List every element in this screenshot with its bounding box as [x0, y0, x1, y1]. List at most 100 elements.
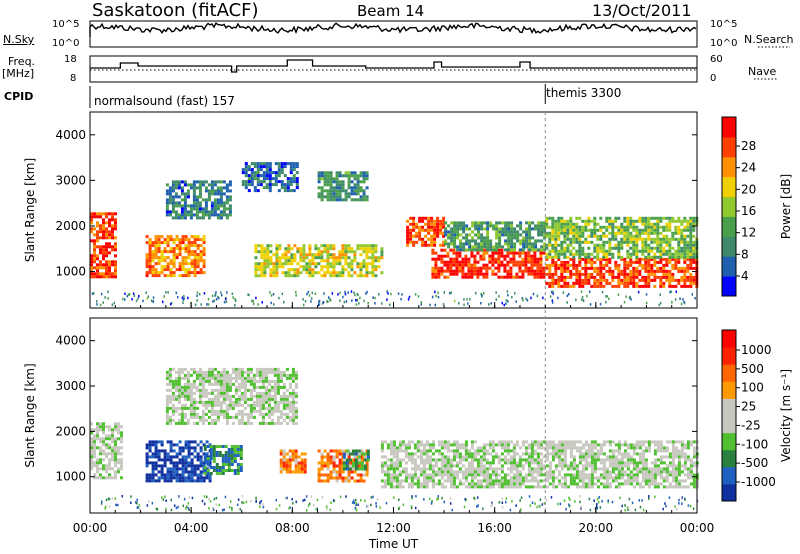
- data-cell: [102, 248, 105, 252]
- data-cell: [102, 212, 105, 216]
- data-cell: [202, 247, 206, 251]
- data-cell: [365, 198, 369, 202]
- data-cell: [410, 455, 414, 459]
- data-cell: [513, 245, 517, 249]
- data-cell: [111, 260, 114, 264]
- data-cell: [614, 263, 618, 267]
- data-cell: [196, 452, 200, 456]
- data-cell: [189, 388, 193, 392]
- data-cell: [650, 249, 654, 253]
- data-cell: [471, 221, 475, 225]
- data-cell: [412, 222, 416, 226]
- data-cell: [96, 224, 99, 228]
- data-cell: [431, 275, 435, 279]
- data-cell: [270, 379, 274, 383]
- data-cell: [512, 254, 516, 258]
- data-cell: [90, 431, 93, 435]
- data-cell: [272, 265, 276, 269]
- data-cell: [671, 252, 675, 256]
- data-cell: [515, 251, 519, 255]
- data-cell: [209, 457, 213, 460]
- data-cell: [665, 263, 669, 267]
- data-cell: [395, 449, 399, 453]
- data-cell: [440, 443, 444, 447]
- data-cell: [157, 238, 161, 242]
- data-cell: [178, 238, 182, 242]
- data-cell: [430, 225, 434, 229]
- data-cell: [602, 234, 606, 238]
- data-cell: [288, 418, 292, 422]
- data-cell: [190, 452, 194, 456]
- data-cell: [407, 298, 410, 301]
- data-cell: [105, 254, 108, 258]
- data-cell: [482, 476, 486, 480]
- data-cell: [500, 248, 504, 252]
- data-cell: [350, 262, 354, 266]
- data-cell: [431, 464, 435, 468]
- data-cell: [180, 376, 184, 380]
- data-cell: [114, 212, 117, 216]
- data-cell: [539, 440, 543, 444]
- data-cell: [521, 251, 525, 255]
- data-cell: [473, 455, 477, 459]
- data-cell: [167, 291, 169, 294]
- data-cell: [241, 171, 245, 175]
- data-cell: [563, 234, 567, 238]
- data-cell: [494, 272, 498, 276]
- data-cell: [584, 257, 588, 261]
- data-cell: [521, 476, 525, 480]
- data-cell: [117, 422, 120, 426]
- data-cell: [554, 464, 558, 468]
- data-cell: [186, 189, 190, 193]
- data-cell: [569, 461, 573, 465]
- data-cell: [166, 238, 170, 242]
- data-cell: [503, 266, 507, 270]
- data-cell: [608, 219, 612, 223]
- data-cell: [620, 269, 624, 273]
- data-cell: [512, 461, 516, 465]
- data-cell: [246, 376, 250, 380]
- data-cell: [102, 449, 105, 453]
- data-cell: [287, 262, 291, 266]
- data-cell: [353, 198, 357, 202]
- data-cell: [412, 243, 416, 247]
- data-cell: [236, 451, 240, 454]
- data-cell: [569, 257, 573, 261]
- data-cell: [569, 231, 573, 235]
- data-cell: [504, 221, 508, 225]
- data-cell: [187, 452, 191, 456]
- data-cell: [335, 262, 339, 266]
- data-cell: [219, 394, 223, 398]
- data-cell: [371, 247, 375, 251]
- data-cell: [440, 482, 444, 486]
- data-cell: [299, 256, 303, 260]
- data-cell: [413, 467, 417, 471]
- data-cell: [512, 464, 516, 468]
- data-cell: [366, 449, 370, 453]
- data-cell: [509, 464, 513, 468]
- data-cell: [392, 446, 396, 450]
- data-cell: [267, 403, 271, 407]
- data-cell: [252, 409, 256, 413]
- data-cell: [247, 165, 251, 169]
- data-cell: [291, 449, 295, 453]
- data-cell: [255, 296, 257, 300]
- data-cell: [338, 262, 342, 266]
- data-cell: [234, 385, 238, 389]
- data-cell: [563, 252, 567, 256]
- data-cell: [231, 406, 235, 410]
- data-cell: [593, 269, 597, 273]
- data-cell: [608, 252, 612, 256]
- data-cell: [439, 243, 443, 247]
- data-cell: [506, 254, 510, 258]
- data-cell: [476, 482, 480, 486]
- data-cell: [605, 260, 609, 264]
- data-cell: [198, 189, 202, 193]
- data-cell: [99, 473, 102, 477]
- data-cell: [470, 440, 474, 444]
- data-cell: [160, 467, 164, 471]
- data-cell: [542, 251, 546, 255]
- data-cell: [102, 452, 105, 456]
- data-cell: [599, 246, 603, 250]
- data-cell: [259, 168, 263, 172]
